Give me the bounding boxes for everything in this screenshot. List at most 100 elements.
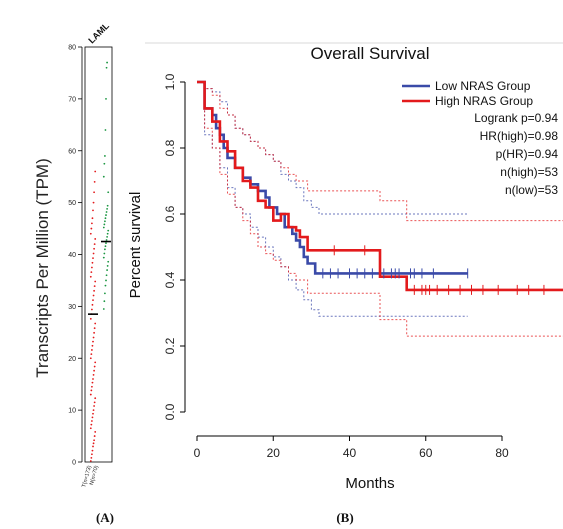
panel-a-point	[107, 191, 110, 194]
panel-a-point	[92, 412, 94, 415]
panel-a-point	[92, 299, 94, 302]
survival-curve-low	[197, 80, 468, 275]
panel-a-point	[105, 242, 107, 244]
panel-a-point	[93, 331, 95, 334]
panel-a-y-tick-label: 0	[72, 460, 76, 467]
panel-a-point	[106, 269, 108, 271]
panel-a-point	[93, 247, 95, 250]
panel-b-title: Overall Survival	[310, 44, 429, 63]
panel-a-point	[90, 271, 93, 274]
panel-b-confidence-bands	[197, 81, 563, 337]
panel-b-y-tick-label: 0.6	[163, 205, 177, 222]
panel-a-point	[90, 353, 93, 355]
panel-a-point	[91, 344, 94, 347]
panel-a-point	[92, 445, 94, 448]
panel-a-point	[105, 211, 108, 213]
panel-a-point	[93, 405, 95, 407]
panel-a-point	[94, 397, 97, 400]
panel-a-category-label: T(n=173)	[81, 465, 93, 488]
panel-a-point	[90, 389, 93, 392]
panel-a-point	[91, 349, 93, 351]
panel-a-point	[90, 423, 93, 426]
panel-a-point	[91, 303, 94, 306]
panel-a-point	[105, 239, 108, 241]
panel-a: Transcripts Per Million (TPM) 0 10 20 30 40 5…	[33, 20, 113, 488]
panel-a-point	[91, 420, 93, 422]
panel-a-point	[93, 180, 96, 183]
panel-b-x-tick-label: 0	[194, 446, 201, 460]
panel-a-point	[93, 439, 95, 442]
panel-a-point	[105, 279, 107, 282]
panel-a-point	[104, 220, 106, 223]
panel-a-point	[106, 232, 109, 235]
stat-line: Logrank p=0.94	[474, 111, 558, 125]
panel-a-point	[91, 449, 94, 452]
panel-a-point	[92, 252, 95, 255]
panel-a-point	[94, 238, 97, 240]
panel-a-title: LAML	[86, 20, 111, 45]
panel-a-point	[105, 214, 107, 216]
panel-a-point	[107, 260, 110, 263]
panel-a-point	[92, 442, 95, 445]
panel-b-y-tick-label: 1.0	[163, 73, 177, 90]
panel-a-y-tick-label: 70	[68, 96, 76, 103]
panel-a-point	[94, 280, 97, 283]
panel-a-point	[104, 155, 106, 157]
panel-a-point	[93, 435, 96, 437]
panel-a-point	[92, 209, 94, 212]
panel-b-statistics: Logrank p=0.94 HR(high)=0.98 p(HR)=0.94 n(h…	[474, 111, 558, 197]
legend-label-low: Low NRAS Group	[435, 79, 531, 93]
panel-a-point	[106, 207, 108, 210]
panel-a-point	[105, 66, 108, 69]
panel-a-point	[103, 223, 106, 226]
panel-a-point	[102, 226, 105, 229]
panel-a-point	[92, 294, 95, 297]
panel-b-survival-curves	[197, 80, 563, 292]
panel-a-point	[91, 385, 93, 388]
panel-a-point	[91, 217, 94, 220]
panel-a-point	[92, 373, 95, 376]
panel-a-point	[91, 381, 94, 384]
panel-a-point	[106, 265, 109, 267]
panel-b-label: (B)	[336, 510, 353, 525]
panel-b-y-tick-label: 0.2	[163, 337, 177, 354]
panel-a-point	[89, 232, 92, 235]
panel-b-axes: 0.0 0.2 0.4 0.6 0.8 1.0 0 20 40 60 80	[163, 73, 509, 460]
panel-a-point	[94, 431, 97, 433]
panel-a-point	[93, 191, 95, 194]
panel-a-point	[89, 357, 92, 360]
stat-line: n(low)=53	[505, 183, 558, 197]
panel-a-point	[93, 243, 96, 246]
panel-a-point	[89, 317, 92, 320]
panel-a-point	[93, 369, 95, 372]
stat-line: n(high)=53	[500, 165, 558, 179]
panel-a-point	[104, 129, 107, 131]
panel-a-point	[102, 308, 105, 310]
panel-a-point	[93, 289, 95, 292]
panel-a-point	[104, 245, 107, 248]
panel-b-y-tick-label: 0.0	[163, 403, 177, 420]
panel-a-point	[104, 217, 107, 220]
panel-b-x-tick-label: 40	[343, 446, 357, 460]
panel-a-y-tick-label: 30	[68, 304, 76, 311]
panel-a-point	[91, 222, 93, 225]
panel-a-label: (A)	[96, 510, 114, 525]
panel-a-point	[90, 456, 93, 459]
panel-a-y-tick-label: 50	[68, 200, 76, 207]
panel-a-y-axis: 0 10 20 30 40 50 60 70 80	[68, 45, 83, 467]
panel-b-x-tick-label: 60	[419, 446, 433, 460]
panel-b: Overall Survival Percent survival Months…	[127, 42, 563, 492]
panel-a-point	[91, 266, 93, 269]
panel-a-point	[106, 61, 108, 64]
panel-a-point	[89, 427, 92, 430]
panel-a-point	[91, 308, 93, 311]
panel-a-point	[93, 285, 96, 288]
panel-a-point	[103, 252, 106, 255]
stat-line: HR(high)=0.98	[480, 129, 559, 143]
panel-a-point	[92, 378, 94, 380]
panel-a-point	[90, 227, 93, 230]
panel-a-point	[93, 327, 96, 330]
panel-a-point	[91, 453, 93, 456]
